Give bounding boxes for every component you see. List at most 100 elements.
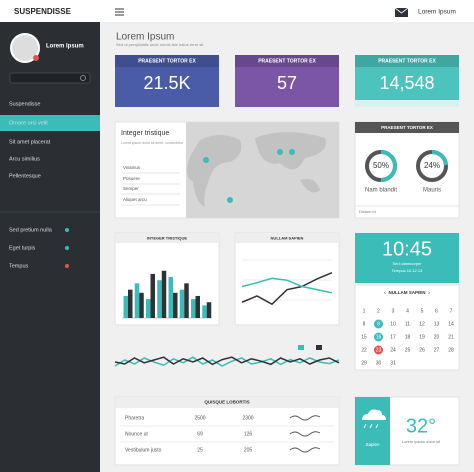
prev-month[interactable]: ‹ [384,291,386,297]
calendar-day[interactable]: 1 [363,308,366,314]
sparkline [289,415,321,421]
mail-icon[interactable] [394,7,409,17]
calendar-day[interactable]: 12 [419,321,425,327]
map-marker[interactable] [203,157,209,163]
stat-title: PRAESENT TORTOR EX [258,58,316,64]
bar [168,277,173,318]
calendar-day[interactable]: 31 [390,360,396,366]
stat-value: 14,548 [379,73,434,93]
calendar-day[interactable]: 5 [421,308,424,314]
calendar-day[interactable]: 3 [392,308,395,314]
map-marker[interactable] [227,197,233,203]
donut-arc [416,150,448,182]
app-title: SUSPENDISSE [14,7,72,16]
calendar-day[interactable]: 11 [405,321,410,327]
calendar-day[interactable]: 2 [377,308,380,314]
donut-arc [365,150,397,182]
calendar-day[interactable]: 13 [434,321,440,327]
bar [146,299,151,318]
calendar-day[interactable]: 25 [405,347,411,353]
calendar-day[interactable]: 27 [434,347,440,353]
calendar-day[interactable]: 7 [450,308,453,314]
donut-label: 24% [424,161,440,170]
calendar-day[interactable]: 29 [361,360,367,366]
active-menu-bg [0,115,100,131]
tag-dot [65,264,69,268]
clock-time: 10:45 [382,238,432,260]
calendar-day[interactable]: 30 [376,360,382,366]
stat-card-footer [355,100,459,107]
bar [173,292,178,318]
bar [139,292,144,318]
menu-item: Ornare orci velit [9,120,48,126]
bar-title: INTEGER TRISTIQUE [147,236,188,241]
menu-item: Arcu similius [9,156,40,162]
calendar-day[interactable]: 4 [406,308,409,314]
page-title: Lorem Ipsum [116,32,174,43]
calendar-day[interactable]: 19 [419,334,425,340]
calendar-day[interactable]: 26 [419,347,425,353]
stat-title: PRAESENT TORTOR EX [378,58,436,64]
legend-swatch [298,345,304,350]
stat-card-header [355,55,459,67]
table-cell: 2300 [242,415,253,421]
calendar-day[interactable]: 18 [405,334,411,340]
line-series [241,271,333,306]
map-marker[interactable] [277,149,283,155]
calendar-day[interactable]: 17 [390,334,396,340]
sparkline [289,431,321,437]
calendar-day[interactable]: 6 [435,308,438,314]
status-dot [33,55,39,61]
stat-card [115,55,219,107]
sparkline [289,447,321,453]
page-subtitle: Sed ut perspiciatis unde omnis iste natu… [116,42,204,47]
wave-series [114,356,340,366]
map-marker[interactable] [289,149,295,155]
marked-day [374,332,383,342]
calendar-day[interactable]: 10 [390,321,396,327]
line-card [234,232,340,326]
stat-card [355,55,459,107]
calendar-day[interactable]: 20 [434,334,440,340]
calendar-day[interactable]: 23 [376,347,382,353]
weather-temp: 32° [406,415,436,437]
calendar-title: NULLAM SAPIEN [389,290,426,295]
calendar-day[interactable]: 24 [390,347,396,353]
calendar-day[interactable]: 28 [448,347,454,353]
bar [161,270,167,318]
bar [202,305,207,318]
today [374,345,383,355]
donut-name: Nam blandit [365,188,397,194]
map-item: Posuere [123,176,140,181]
table-cell: 126 [244,431,253,437]
search-icon [80,75,86,81]
stat-value: 21.5K [143,73,190,93]
table-cell: 205 [244,447,253,453]
next-month[interactable]: › [428,291,430,297]
tag-dot [65,228,69,232]
calendar-card [354,284,460,371]
cloud-icon [362,409,386,420]
avatar[interactable] [10,33,40,63]
menu-item: Sit amet placerat [9,139,51,145]
line-title: NULLAM SAPIEN [271,236,304,241]
tag-dot [65,246,69,250]
legend-swatch [316,345,322,350]
calendar-day[interactable]: 22 [361,347,367,353]
calendar-day[interactable]: 16 [376,334,382,340]
search-box[interactable] [9,72,91,84]
calendar-day[interactable]: 21 [448,334,454,340]
calendar-day[interactable]: 9 [377,321,380,327]
calendar-day[interactable]: 15 [361,334,367,340]
calendar-day[interactable]: 14 [448,321,454,327]
table-cell: Nounce ut [125,431,148,437]
calendar-day[interactable]: 8 [363,321,366,327]
menu-icon[interactable] [115,8,124,16]
table-cell: Pharetra [125,415,144,421]
tag-label: Sed pretium nulla [9,227,53,233]
weather-icon-bg [355,397,390,465]
bar [179,289,185,318]
bar [195,295,200,318]
